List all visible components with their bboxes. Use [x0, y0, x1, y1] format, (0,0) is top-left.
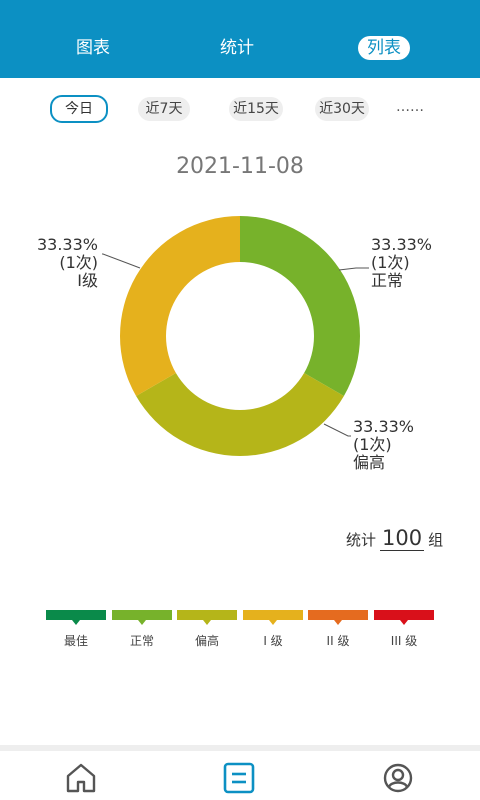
nav-home[interactable]: [64, 761, 98, 795]
slice-leader-line: [102, 253, 141, 269]
legend-label: 最佳: [63, 634, 88, 648]
donut-slice: [240, 216, 360, 396]
stat-prefix: 统计: [346, 531, 377, 549]
stat-value: 100: [380, 526, 425, 551]
legend-color-bar: [308, 610, 368, 620]
slice-label: 33.33%: [37, 235, 98, 254]
user-icon: [383, 763, 413, 793]
slice-label: (1次): [371, 253, 410, 272]
bottom-nav: [0, 751, 480, 800]
slice-label: (1次): [353, 435, 392, 454]
tab-statistics[interactable]: 统计: [220, 38, 254, 58]
range-today[interactable]: 今日: [50, 95, 108, 123]
date-label: 2021-11-08: [176, 154, 304, 179]
slice-label: (1次): [59, 253, 98, 272]
legend-notch: [334, 620, 342, 625]
slice-label: 33.33%: [371, 235, 432, 254]
donut-slice: [119, 216, 240, 396]
legend-color-bar: [243, 610, 303, 620]
slice-label: I级: [77, 271, 98, 290]
tab-list[interactable]: 列表: [358, 36, 410, 60]
slice-leader-line: [338, 267, 369, 271]
slice-leader-line: [323, 423, 351, 437]
slice-label: 33.33%: [353, 417, 414, 436]
range-7-days[interactable]: 近7天: [138, 97, 190, 121]
stat-summary: 统计 100 组: [346, 526, 443, 556]
bottom-separator: [0, 745, 480, 751]
tab-chart[interactable]: 图表: [76, 38, 110, 58]
stat-suffix: 组: [428, 531, 444, 549]
range-more[interactable]: ……: [396, 99, 424, 115]
legend-color-bar: [112, 610, 172, 620]
legend-notch: [138, 620, 146, 625]
legend-label: I 级: [263, 634, 283, 648]
legend-color-bar: [177, 610, 237, 620]
legend-notch: [400, 620, 408, 625]
legend-label: III 级: [390, 634, 418, 648]
legend-label: II 级: [326, 634, 350, 648]
legend-notch: [269, 620, 277, 625]
legend-color-bar: [374, 610, 434, 620]
top-header: 图表 统计 列表: [0, 0, 480, 78]
nav-profile[interactable]: [381, 761, 415, 795]
home-icon: [66, 763, 96, 793]
donut-slice: [136, 373, 344, 456]
nav-list[interactable]: [222, 761, 256, 795]
range-15-days[interactable]: 近15天: [229, 97, 283, 121]
legend-label: 偏高: [194, 634, 219, 648]
range-30-days[interactable]: 近30天: [315, 97, 369, 121]
legend-color-bar: [46, 610, 106, 620]
slice-label: 正常: [371, 271, 403, 290]
legend-label: 正常: [129, 634, 154, 648]
legend-notch: [203, 620, 211, 625]
legend-notch: [72, 620, 80, 625]
list-icon: [223, 762, 255, 794]
slice-label: 偏高: [353, 453, 385, 472]
